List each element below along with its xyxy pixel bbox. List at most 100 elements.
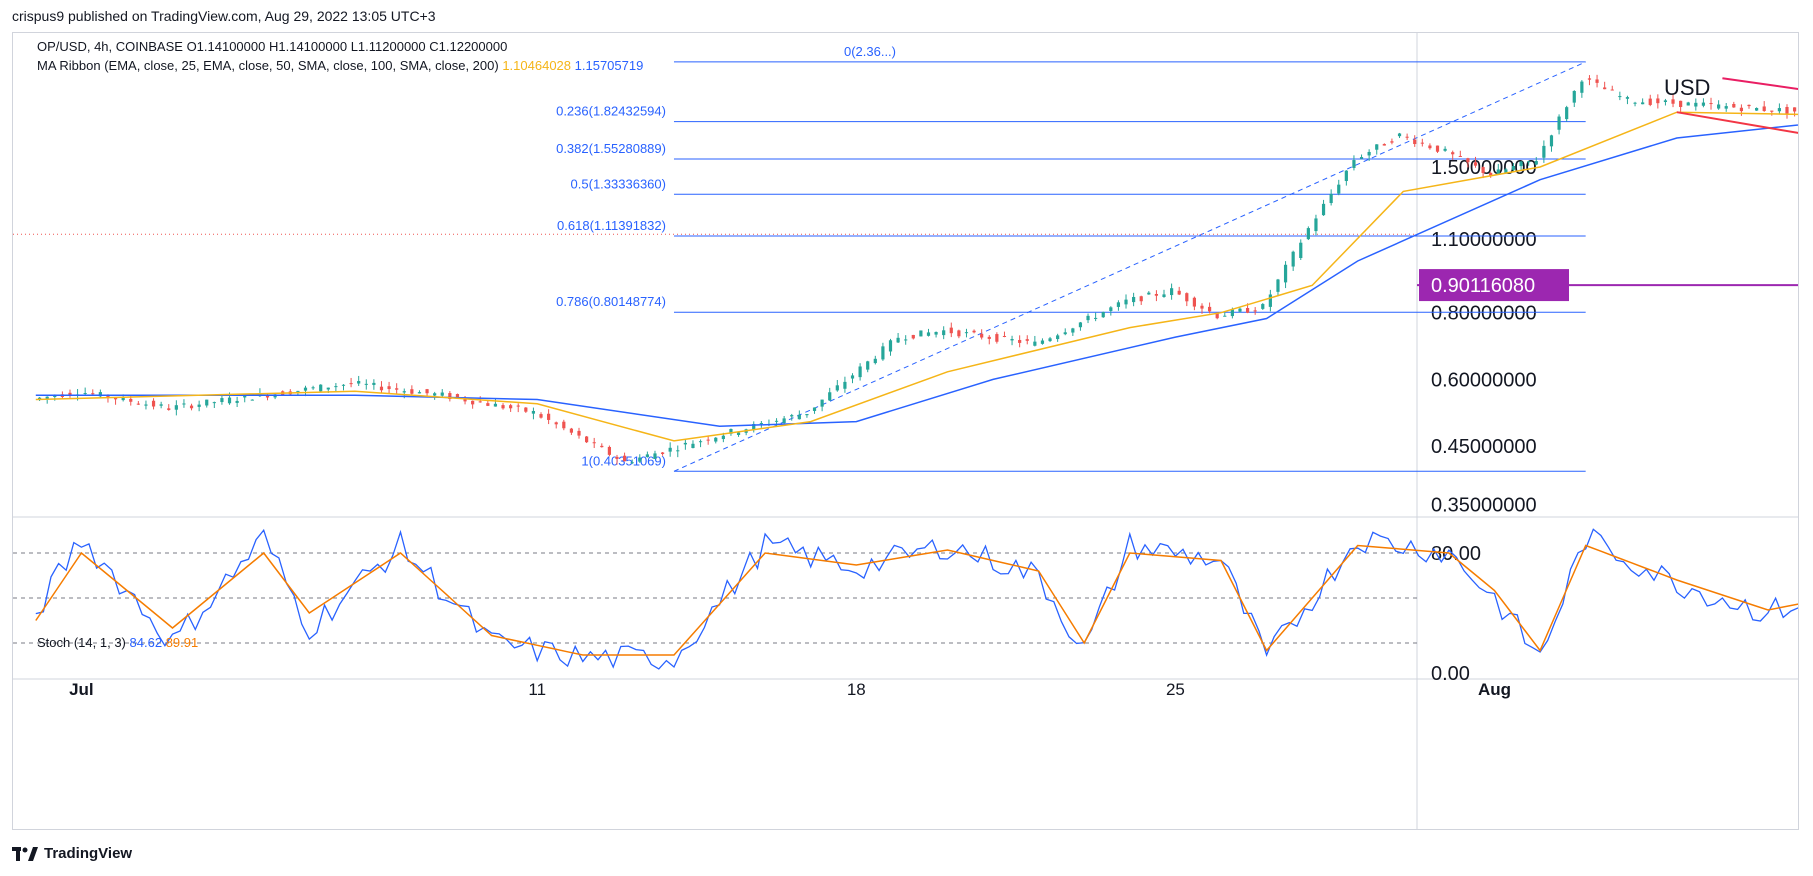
chart-canvas[interactable]: 1.500000001.100000000.800000000.60000000… <box>13 33 1798 829</box>
candle-body <box>1413 139 1417 145</box>
candle-body <box>311 387 315 389</box>
candle-body <box>1352 160 1356 168</box>
candle-body <box>1382 144 1386 146</box>
candle-body <box>1701 102 1706 106</box>
candle-body <box>1618 96 1622 98</box>
candle-body <box>1595 79 1599 83</box>
candle-body <box>167 408 171 410</box>
candle-body <box>1367 151 1371 156</box>
candle-body <box>1641 102 1645 105</box>
candle-body <box>1056 335 1060 340</box>
candle-body <box>189 405 194 409</box>
candle-body <box>858 366 862 378</box>
candle-body <box>577 430 581 436</box>
legend-close: C1.12200000 <box>429 39 508 54</box>
candle-body <box>1185 293 1189 302</box>
candle-body <box>949 327 953 334</box>
time-tick-label: 25 <box>1166 680 1185 699</box>
candle-body <box>721 435 725 440</box>
candle-body <box>1299 242 1303 259</box>
candle-body <box>911 334 915 339</box>
candle-body <box>440 392 444 396</box>
candle-body <box>250 399 254 401</box>
candle-body <box>1489 172 1493 176</box>
chart-frame: 1.500000001.100000000.800000000.60000000… <box>12 32 1799 830</box>
candle-body <box>45 396 49 399</box>
candle-body <box>569 428 574 433</box>
candle-body <box>1473 162 1478 166</box>
candle-body <box>1276 279 1280 292</box>
candle-body <box>1458 155 1462 157</box>
candle-body <box>630 462 634 464</box>
footer-brand[interactable]: TradingView <box>12 845 132 862</box>
candle-body <box>1132 296 1136 303</box>
candle-body <box>554 422 558 425</box>
legend-ma-value-a: 1.10464028 <box>502 58 572 73</box>
candle-body <box>759 423 763 425</box>
price-marker-label: 0.90116080 <box>1431 275 1535 297</box>
candle-body <box>1428 145 1432 149</box>
stoch-d-line <box>35 544 1798 656</box>
candle-body <box>144 404 148 406</box>
candle-body <box>1094 317 1098 319</box>
candle-body <box>402 391 406 393</box>
candle-body <box>1071 328 1075 333</box>
candle-body <box>774 420 779 422</box>
candle-body <box>1238 308 1242 312</box>
candle-body <box>395 388 399 390</box>
stoch-k-value: 84.62 <box>129 635 163 650</box>
candle-body <box>1154 293 1159 296</box>
candle-body <box>205 399 209 406</box>
stoch-k-line <box>35 528 1798 670</box>
candle-body <box>1777 108 1781 112</box>
candle-body <box>478 401 482 403</box>
stoch-tick-label: 80.00 <box>1431 543 1481 565</box>
candle-body <box>349 383 353 385</box>
candle-body <box>303 387 308 391</box>
candle-body <box>334 386 338 388</box>
candle-body <box>622 455 627 462</box>
candle-body <box>1732 103 1736 108</box>
candle-body <box>835 385 839 391</box>
candle-body <box>866 361 870 370</box>
candle-body <box>486 403 490 406</box>
candle-body <box>1048 338 1052 342</box>
candle-body <box>1253 310 1257 312</box>
candle-body <box>212 402 216 404</box>
candle-body <box>326 387 330 390</box>
candle-body <box>1534 161 1538 165</box>
legend-stochastic: Stoch (14, 1, 3) 84.62 89.91 <box>37 635 198 650</box>
candle-body <box>1519 161 1523 167</box>
candle-body <box>121 397 125 401</box>
candle-body <box>1033 341 1037 346</box>
candle-body <box>1694 102 1698 107</box>
candle-body <box>319 384 323 392</box>
candle-body <box>379 386 384 391</box>
candle-body <box>136 403 140 405</box>
fib-level-label: 0.786(0.80148774) <box>556 294 666 309</box>
candle-body <box>387 386 391 390</box>
candle-body <box>1717 104 1721 109</box>
candle-body <box>934 331 938 335</box>
candle-body <box>1504 169 1508 173</box>
candle-body <box>1481 167 1485 173</box>
candle-body <box>1170 288 1174 296</box>
candle-body <box>364 383 368 385</box>
time-tick-label: Aug <box>1478 680 1511 699</box>
candle-body <box>1321 203 1326 216</box>
candle-body <box>83 393 87 395</box>
candle-body <box>501 405 505 409</box>
candle-body <box>600 445 604 448</box>
candle-body <box>524 407 528 412</box>
legend-open: O1.14100000 <box>186 39 266 54</box>
candle-body <box>1078 322 1083 328</box>
legend-ma-ribbon-label: MA Ribbon (EMA, close, 25, EMA, close, 5… <box>37 58 499 73</box>
candle-body <box>638 457 642 462</box>
candle-body <box>1025 339 1029 341</box>
candle-body <box>539 414 543 418</box>
price-tick-label: 0.80000000 <box>1431 303 1537 325</box>
legend-ma-ribbon: MA Ribbon (EMA, close, 25, EMA, close, 5… <box>37 58 643 73</box>
candle-body <box>843 381 847 389</box>
candle-body <box>1314 218 1318 232</box>
candle-body <box>1139 296 1143 302</box>
